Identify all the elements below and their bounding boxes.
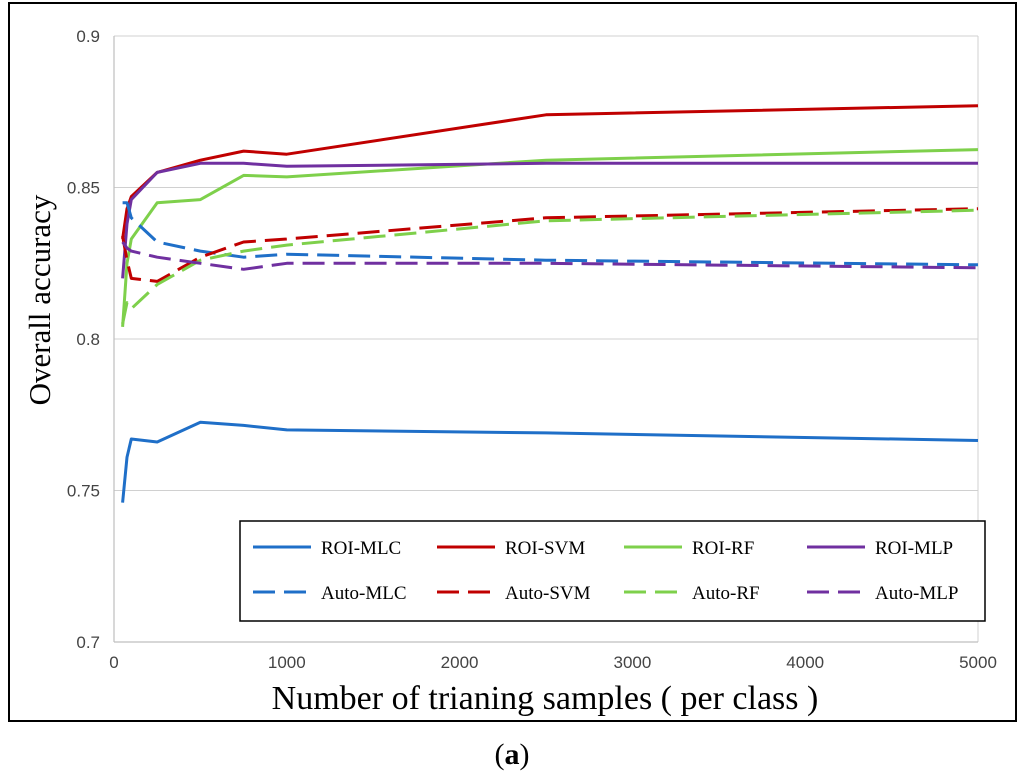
legend-label: ROI-SVM: [505, 538, 585, 559]
y-tick-label: 0.85: [67, 179, 100, 198]
legend-label: Auto-MLC: [321, 583, 407, 604]
tick-labels: 0.7 0.75 0.8 0.85 0.9 0 1000 2000 3000 4000 5000: [67, 27, 997, 672]
figure-frame: [8, 2, 1017, 722]
legend-label: Auto-MLP: [875, 583, 958, 604]
figure-caption: (a): [0, 738, 1024, 772]
series-lines: [121, 104, 979, 503]
series-line-roi-mlc: [121, 420, 979, 503]
line-chart: 0.7 0.75 0.8 0.85 0.9 0 1000 2000 3000 4000 5000 O…: [22, 27, 997, 717]
x-tick-label: 4000: [786, 653, 824, 672]
x-tick-label: 5000: [959, 653, 997, 672]
series-line-auto-rf: [121, 208, 979, 325]
legend: ROI-MLC ROI-SVM ROI-RF ROI-MLP Auto-MLC Auto-…: [239, 520, 986, 622]
x-axis-title: Number of trianing samples ( per class ): [272, 680, 819, 717]
caption-close: ): [519, 738, 530, 771]
caption-label: a: [504, 738, 520, 771]
axes: [113, 36, 978, 643]
legend-label: ROI-MLC: [321, 538, 401, 559]
y-tick-label: 0.75: [67, 482, 100, 501]
x-tick-label: 2000: [441, 653, 479, 672]
legend-label: ROI-MLP: [875, 538, 953, 559]
series-line-auto-mlp: [121, 241, 979, 271]
y-axis-title: Overall accuracy: [22, 194, 57, 405]
x-tick-label: 0: [109, 653, 118, 672]
y-tick-label: 0.8: [76, 330, 100, 349]
legend-label: Auto-SVM: [505, 583, 591, 604]
series-line-roi-rf: [121, 148, 979, 328]
series-line-auto-mlc: [122, 201, 979, 267]
legend-box: [239, 520, 986, 622]
legend-label: Auto-RF: [692, 583, 760, 604]
legend-label: ROI-RF: [692, 538, 754, 559]
y-tick-label: 0.7: [76, 633, 100, 652]
series-line-auto-svm: [121, 207, 979, 283]
x-tick-label: 3000: [613, 653, 651, 672]
caption-open: (: [494, 738, 505, 771]
series-line-roi-mlp: [121, 161, 978, 279]
x-tick-label: 1000: [268, 653, 306, 672]
y-tick-label: 0.9: [76, 27, 100, 46]
